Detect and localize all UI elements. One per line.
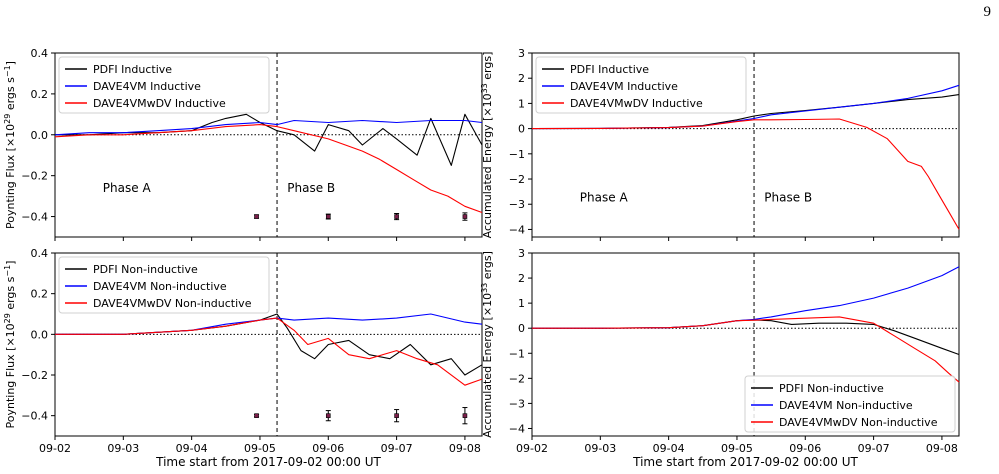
- x-tick-label: 09-07: [858, 442, 890, 455]
- legend-box: [535, 56, 747, 114]
- y-tick-label: −0.4: [21, 410, 48, 423]
- phase-annotation: Phase B: [287, 181, 335, 195]
- y-tick-label: 3: [518, 47, 525, 60]
- error-point: [325, 214, 331, 219]
- panel-top-right: 3 2 1 0 −1 −2 −3 −4 Accumulated Energy [×1033 er…: [480, 47, 960, 241]
- x-tick-label: 09-04: [653, 442, 685, 455]
- legend-box: [744, 375, 956, 433]
- legend-box: [58, 256, 270, 314]
- y-tick-label: −2: [509, 173, 525, 186]
- legend-entry-label: PDFI Inductive: [93, 63, 172, 76]
- legend-entry-label: DAVE4VMwDV Inductive: [93, 97, 226, 110]
- series-line-pdfi-non-inductive: [55, 313, 483, 376]
- x-tick-label: 09-06: [789, 442, 821, 455]
- legend-entry-label: PDFI Non-inductive: [779, 382, 884, 395]
- y-axis-label: Poynting Flux [×1029 ergs s−1]: [3, 261, 17, 429]
- legend-box: [58, 56, 270, 114]
- axes-frame: [54, 252, 483, 437]
- legend-entry-label: DAVE4VM Non-inductive: [779, 399, 913, 412]
- error-point: [462, 214, 468, 219]
- legend: PDFI Non-inductive DAVE4VM Non-inductive D…: [58, 256, 270, 314]
- y-tick-label: 1: [518, 297, 525, 310]
- series-line-dave4vmwdv-inductive: [54, 124, 483, 214]
- x-tick-label: 09-04: [176, 442, 208, 455]
- x-tick-label: 09-03: [584, 442, 616, 455]
- series-line-dave4vmwdv-non-inductive: [532, 316, 960, 383]
- legend-entry-label: PDFI Inductive: [570, 63, 649, 76]
- error-point: [394, 413, 399, 418]
- y-tick-label: −3: [509, 397, 525, 410]
- x-tick-label: 09-06: [312, 442, 344, 455]
- series-line-dave4vmwdv-non-inductive: [55, 317, 483, 386]
- y-tick-label: 0.2: [31, 288, 49, 301]
- legend-entry-label: DAVE4VM Inductive: [93, 80, 201, 93]
- x-tick-label: 09-07: [381, 442, 413, 455]
- y-tick-label: 0: [518, 322, 525, 335]
- x-tick-label: 09-08: [926, 442, 958, 455]
- y-tick-label: 1: [518, 97, 525, 110]
- y-tick-label: 0: [518, 123, 525, 136]
- legend: PDFI Inductive DAVE4VM Inductive DAVE4VMwD…: [58, 56, 270, 114]
- series-line-pdfi-non-inductive: [532, 319, 960, 356]
- y-tick-label: 0.2: [31, 88, 49, 101]
- y-tick-label: 2: [518, 272, 525, 285]
- series-line-dave4vm-non-inductive: [532, 266, 960, 329]
- y-tick-label: 3: [518, 247, 525, 260]
- y-tick-label: −0.4: [21, 211, 48, 224]
- legend-entry-label: PDFI Non-inductive: [93, 263, 198, 276]
- y-axis-label: Poynting Flux [×1029 ergs s−1]: [3, 61, 17, 229]
- y-tick-label: −4: [509, 223, 525, 236]
- phase-annotation: Phase A: [580, 191, 629, 205]
- legend: PDFI Non-inductive DAVE4VM Non-inductive D…: [744, 375, 956, 433]
- legend: PDFI Inductive DAVE4VM Inductive DAVE4VMwD…: [535, 56, 747, 114]
- legend-entry-label: DAVE4VMwDV Inductive: [570, 97, 703, 110]
- error-point: [254, 214, 259, 219]
- phase-annotation: Phase B: [764, 191, 812, 205]
- legend-entry-label: DAVE4VMwDV Non-inductive: [93, 297, 252, 310]
- y-tick-label: 0.4: [31, 247, 49, 260]
- y-tick-label: −0.2: [21, 369, 48, 382]
- panel-bottom-right: 3 2 1 0 −1 −2 −3 −4 09-02 09-03 09-04 09-05 09-06 09-…: [480, 247, 960, 469]
- y-tick-label: 0.0: [31, 129, 49, 142]
- y-tick-label: −3: [509, 198, 525, 211]
- x-tick-label: 09-02: [516, 442, 548, 455]
- error-point: [462, 413, 468, 418]
- y-tick-label: 0.4: [31, 47, 49, 60]
- legend-entry-label: DAVE4VM Non-inductive: [93, 280, 227, 293]
- error-point: [254, 413, 259, 418]
- y-tick-label: −0.2: [21, 170, 48, 183]
- y-tick-label: 0.0: [31, 328, 49, 341]
- series-line-pdfi-inductive: [55, 113, 483, 166]
- error-point: [394, 214, 399, 219]
- x-tick-label: 09-02: [39, 442, 71, 455]
- series-line-dave4vm-inductive: [54, 119, 483, 136]
- error-point: [325, 413, 331, 418]
- x-tick-label: 09-05: [244, 442, 276, 455]
- x-tick-label: 09-05: [721, 442, 753, 455]
- y-tick-label: −1: [509, 347, 525, 360]
- phase-annotation: Phase A: [103, 181, 152, 195]
- y-axis-label: Accumulated Energy [×1033 ergs]: [480, 52, 494, 239]
- axes-frame: [531, 252, 960, 437]
- series-line-dave4vmwdv-inductive: [531, 118, 960, 230]
- y-tick-label: −2: [509, 372, 525, 385]
- legend-entry-label: DAVE4VM Inductive: [570, 80, 678, 93]
- panel-top-left: 0.4 0.2 0.0 −0.2 −0.4 Poynting Flux [×1029 er…: [3, 47, 483, 241]
- y-tick-label: 2: [518, 72, 525, 85]
- x-axis-label: Time start from 2017-09-02 00:00 UT: [155, 455, 381, 469]
- panel-bottom-left: 0.4 0.2 0.0 −0.2 −0.4 09-02 09-03 09-04 09-05 09-…: [3, 247, 483, 469]
- x-tick-label: 09-08: [449, 442, 481, 455]
- y-axis-label: Accumulated Energy [×1033 ergs]: [480, 251, 494, 438]
- axes-frame: [531, 52, 960, 238]
- x-axis-label: Time start from 2017-09-02 00:00 UT: [632, 455, 858, 469]
- x-tick-label: 09-03: [107, 442, 139, 455]
- y-tick-label: −1: [509, 148, 525, 161]
- legend-entry-label: DAVE4VMwDV Non-inductive: [779, 416, 938, 429]
- page-number: 9: [983, 4, 992, 20]
- y-tick-label: −4: [509, 422, 525, 435]
